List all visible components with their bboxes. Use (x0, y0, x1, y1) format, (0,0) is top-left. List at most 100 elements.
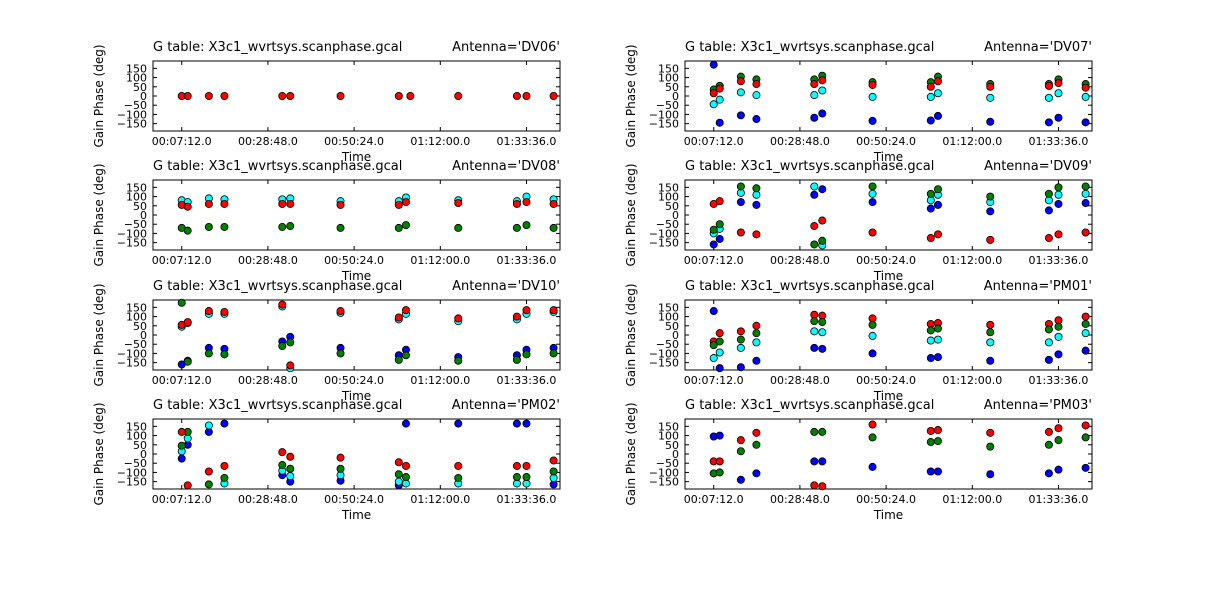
data-point-red (810, 80, 819, 89)
antenna-label: Antenna='PM01' (984, 279, 1092, 294)
data-point-cyan (1044, 338, 1053, 347)
gain-phase-panel: G table: X3c1_wvrtsys.scanphase.gcal Ante… (92, 40, 561, 164)
y-tick-label: 150 (126, 181, 147, 194)
data-point-green (986, 328, 995, 337)
data-point-red (177, 427, 186, 436)
data-point-red (204, 199, 213, 208)
y-tick-label: −50 (656, 218, 679, 231)
data-point-red (549, 199, 558, 208)
data-point-red (868, 420, 877, 429)
data-point-green (286, 338, 295, 347)
y-tick-label: −50 (656, 457, 679, 470)
data-point-red (709, 89, 718, 98)
data-point-blue (926, 354, 935, 363)
y-tick-label: −150 (649, 237, 679, 250)
y-axis-label: Gain Phase (deg) (624, 402, 638, 505)
y-tick-label: 100 (658, 191, 679, 204)
data-point-green (1054, 436, 1063, 445)
data-point-blue (1044, 355, 1053, 364)
x-tick-label: 01:33:36.0 (1029, 374, 1089, 387)
data-point-cyan (868, 331, 877, 340)
y-tick-label: 150 (658, 181, 679, 194)
data-point-red (1081, 228, 1090, 237)
data-point-green (1081, 319, 1090, 328)
data-point-blue (709, 240, 718, 249)
data-point-green (454, 223, 463, 232)
y-tick-label: 50 (133, 81, 147, 94)
data-point-green (278, 342, 287, 351)
data-point-red (549, 306, 558, 315)
data-point-red (336, 307, 345, 316)
x-tick-label: 00:50:24.0 (324, 254, 384, 267)
data-point-green (512, 355, 521, 364)
data-point-red (278, 199, 287, 208)
data-point-red (549, 456, 558, 465)
data-point-blue (1054, 199, 1063, 208)
x-tick-label: 00:07:12.0 (152, 374, 212, 387)
data-point-green (709, 341, 718, 350)
data-point-red (736, 77, 745, 86)
y-tick-label: 150 (126, 420, 147, 433)
data-point-cyan (986, 338, 995, 347)
data-point-blue (220, 419, 229, 428)
x-tick-label: 00:07:12.0 (152, 254, 212, 267)
data-point-red (401, 306, 410, 315)
data-point-blue (933, 200, 942, 209)
data-point-blue (736, 475, 745, 484)
data-point-green (336, 349, 345, 358)
data-point-blue (1081, 346, 1090, 355)
data-point-green (736, 447, 745, 456)
y-tick-label: 50 (665, 81, 679, 94)
y-tick-label: 150 (126, 62, 147, 75)
data-point-blue (1081, 463, 1090, 472)
y-tick-label: 150 (658, 420, 679, 433)
data-point-blue (818, 109, 827, 118)
panel-title: G table: X3c1_wvrtsys.scanphase.gcal (153, 40, 402, 55)
data-point-cyan (1081, 189, 1090, 198)
data-point-green (204, 222, 213, 231)
data-point-red (394, 92, 403, 101)
data-point-red (926, 234, 935, 243)
data-point-green (810, 317, 819, 326)
data-point-blue (752, 200, 761, 209)
plot-frame (152, 60, 561, 132)
data-point-blue (926, 204, 935, 213)
data-point-green (736, 182, 745, 191)
x-tick-label: 01:33:36.0 (1029, 135, 1089, 148)
x-tick-label: 01:12:00.0 (410, 374, 470, 387)
y-tick-label: 50 (133, 200, 147, 213)
x-tick-label: 00:07:12.0 (684, 493, 744, 506)
data-point-red (736, 228, 745, 237)
y-tick-label: 150 (658, 62, 679, 75)
data-point-cyan (933, 335, 942, 344)
panel-title: G table: X3c1_wvrtsys.scanphase.gcal (685, 40, 934, 55)
y-tick-label: 0 (140, 209, 147, 222)
x-tick-label: 00:50:24.0 (324, 493, 384, 506)
data-point-red (454, 92, 463, 101)
x-tick-label: 01:12:00.0 (410, 493, 470, 506)
plot-frame (152, 418, 561, 490)
data-point-red (1044, 234, 1053, 243)
data-point-red (394, 313, 403, 322)
y-tick-label: 50 (665, 320, 679, 333)
data-point-red (286, 92, 295, 101)
data-point-red (401, 198, 410, 207)
x-tick-label: 00:50:24.0 (856, 493, 916, 506)
data-point-red (736, 436, 745, 445)
data-point-red (394, 458, 403, 467)
data-point-cyan (1044, 93, 1053, 102)
y-tick-label: 0 (672, 329, 679, 342)
antenna-label: Antenna='DV10' (452, 279, 560, 294)
y-tick-label: −100 (649, 227, 679, 240)
data-point-blue (1081, 118, 1090, 127)
data-point-red (986, 82, 995, 91)
data-point-red (1044, 427, 1053, 436)
data-point-red (286, 199, 295, 208)
y-tick-label: 0 (672, 448, 679, 461)
data-point-green (986, 192, 995, 201)
data-point-blue (512, 419, 521, 428)
data-point-red (183, 202, 192, 211)
x-tick-label: 00:28:48.0 (770, 135, 830, 148)
gain-phase-panel: G table: X3c1_wvrtsys.scanphase.gcal Ante… (624, 398, 1093, 522)
data-point-green (715, 220, 724, 229)
